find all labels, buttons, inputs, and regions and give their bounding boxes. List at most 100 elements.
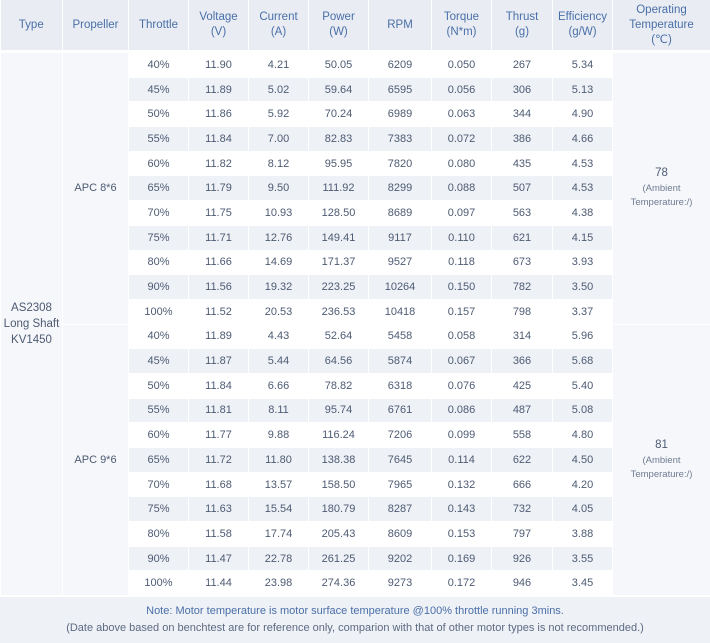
power-cell: 64.56 (308, 348, 369, 374)
efficiency-cell: 4.50 (552, 447, 613, 473)
efficiency-cell: 5.68 (552, 348, 613, 374)
table-row: 60% 11.82 8.12 95.95 7820 0.080 435 4.53 (1, 150, 710, 177)
throttle-cell: 100% (128, 298, 189, 325)
throttle-cell: 75% (128, 224, 189, 251)
power-cell: 205.43 (308, 521, 369, 547)
temperature-value: 78 (655, 167, 668, 180)
power-cell: 116.24 (308, 422, 369, 448)
rpm-cell: 5874 (368, 348, 432, 374)
throttle-cell: 90% (128, 545, 189, 572)
header-power: Power (W) (308, 0, 369, 53)
footer-disclaimer: (Date above based on benchtest are for r… (66, 622, 644, 634)
rpm-cell: 10264 (368, 274, 432, 300)
torque-cell: 0.086 (431, 397, 492, 424)
current-cell: 6.66 (248, 372, 309, 399)
motor-type-line: AS2308 (11, 302, 52, 315)
thrust-cell: 732 (491, 496, 553, 523)
header-thrust: Thrust (g) (491, 0, 553, 53)
header-voltage: Voltage (V) (188, 0, 249, 53)
torque-cell: 0.114 (431, 447, 492, 473)
power-cell: 236.53 (308, 298, 369, 325)
table-row: 70% 11.68 13.57 158.50 7965 0.132 666 4.20 (1, 471, 710, 498)
voltage-cell: 11.44 (188, 570, 249, 597)
efficiency-cell: 4.38 (552, 200, 613, 226)
power-cell: 111.92 (308, 175, 369, 202)
voltage-cell: 11.47 (188, 545, 249, 572)
current-cell: 12.76 (248, 224, 309, 251)
table-header-row: Type Propeller Throttle Voltage (V) Curre… (0, 0, 710, 53)
efficiency-cell: 5.34 (552, 51, 613, 78)
rpm-cell: 8299 (368, 175, 432, 202)
header-operating-temperature: Operating Temperature (℃) (612, 0, 710, 53)
throttle-cell: 90% (128, 274, 189, 300)
motor-type-line: Long Shaft (3, 318, 60, 331)
thrust-cell: 622 (491, 447, 553, 473)
current-cell: 5.02 (248, 76, 309, 103)
rpm-cell: 7965 (368, 471, 432, 498)
rpm-cell: 7820 (368, 150, 432, 177)
current-cell: 14.69 (248, 249, 309, 276)
table-row: 60% 11.77 9.88 116.24 7206 0.099 558 4.80 (1, 422, 710, 448)
throttle-cell: 65% (128, 447, 189, 473)
voltage-cell: 11.77 (188, 422, 249, 448)
efficiency-cell: 4.90 (552, 101, 613, 128)
throttle-cell: 75% (128, 496, 189, 523)
table-row: 45% 11.87 5.44 64.56 5874 0.067 366 5.68 (1, 348, 710, 374)
table-row: 45% 11.89 5.02 59.64 6595 0.056 306 5.13 (1, 76, 710, 103)
voltage-cell: 11.72 (188, 447, 249, 473)
current-cell: 5.44 (248, 348, 309, 374)
rpm-cell: 7383 (368, 126, 432, 152)
torque-cell: 0.099 (431, 422, 492, 448)
throttle-cell: 55% (128, 397, 189, 424)
thrust-cell: 386 (491, 126, 553, 152)
thrust-cell: 507 (491, 175, 553, 202)
voltage-cell: 11.87 (188, 348, 249, 374)
throttle-cell: 40% (128, 51, 189, 78)
power-cell: 261.25 (308, 545, 369, 572)
throttle-cell: 100% (128, 570, 189, 597)
table-row: 50% 11.86 5.92 70.24 6989 0.063 344 4.90 (1, 101, 710, 128)
torque-cell: 0.080 (431, 150, 492, 177)
voltage-cell: 11.56 (188, 274, 249, 300)
operating-temperature-cell: 81 (Ambient Temperature:/) (612, 323, 710, 597)
throttle-cell: 40% (128, 323, 189, 350)
voltage-cell: 11.89 (188, 76, 249, 103)
efficiency-cell: 4.05 (552, 496, 613, 523)
throttle-cell: 60% (128, 150, 189, 177)
current-cell: 7.00 (248, 126, 309, 152)
voltage-cell: 11.84 (188, 126, 249, 152)
thrust-cell: 306 (491, 76, 553, 103)
voltage-cell: 11.71 (188, 224, 249, 251)
footer-notes: Note: Motor temperature is motor surface… (0, 597, 710, 643)
torque-cell: 0.153 (431, 521, 492, 547)
header-efficiency: Efficiency (g/W) (552, 0, 613, 53)
thrust-cell: 267 (491, 51, 553, 78)
table-row: APC 9*6 40% 11.89 4.43 52.64 5458 0.058 314 5.96… (1, 323, 710, 597)
rpm-cell: 6318 (368, 372, 432, 399)
thrust-cell: 487 (491, 397, 553, 424)
power-cell: 52.64 (308, 323, 369, 350)
thrust-cell: 563 (491, 200, 553, 226)
torque-cell: 0.132 (431, 471, 492, 498)
efficiency-cell: 3.88 (552, 521, 613, 547)
throttle-cell: 50% (128, 372, 189, 399)
table-row: 50% 11.84 6.66 78.82 6318 0.076 425 5.40 (1, 372, 710, 399)
efficiency-cell: 5.40 (552, 372, 613, 399)
propeller-cell: APC 8*6 (62, 51, 129, 325)
voltage-cell: 11.82 (188, 150, 249, 177)
power-cell: 274.36 (308, 570, 369, 597)
power-cell: 171.37 (308, 249, 369, 276)
current-cell: 9.88 (248, 422, 309, 448)
power-cell: 70.24 (308, 101, 369, 128)
table-row: AS2308 Long Shaft KV1450 APC 8*6 40% 11.90 4.2… (0, 50, 710, 597)
torque-cell: 0.088 (431, 175, 492, 202)
operating-temperature-cell: 78 (Ambient Temperature:/) (612, 51, 710, 325)
power-cell: 158.50 (308, 471, 369, 498)
thrust-cell: 621 (491, 224, 553, 251)
table-row: 100% 11.52 20.53 236.53 10418 0.157 798 3.37 (1, 298, 710, 325)
rpm-cell: 10418 (368, 298, 432, 325)
efficiency-cell: 3.50 (552, 274, 613, 300)
efficiency-cell: 5.13 (552, 76, 613, 103)
throttle-cell: 60% (128, 422, 189, 448)
efficiency-cell: 3.45 (552, 570, 613, 597)
